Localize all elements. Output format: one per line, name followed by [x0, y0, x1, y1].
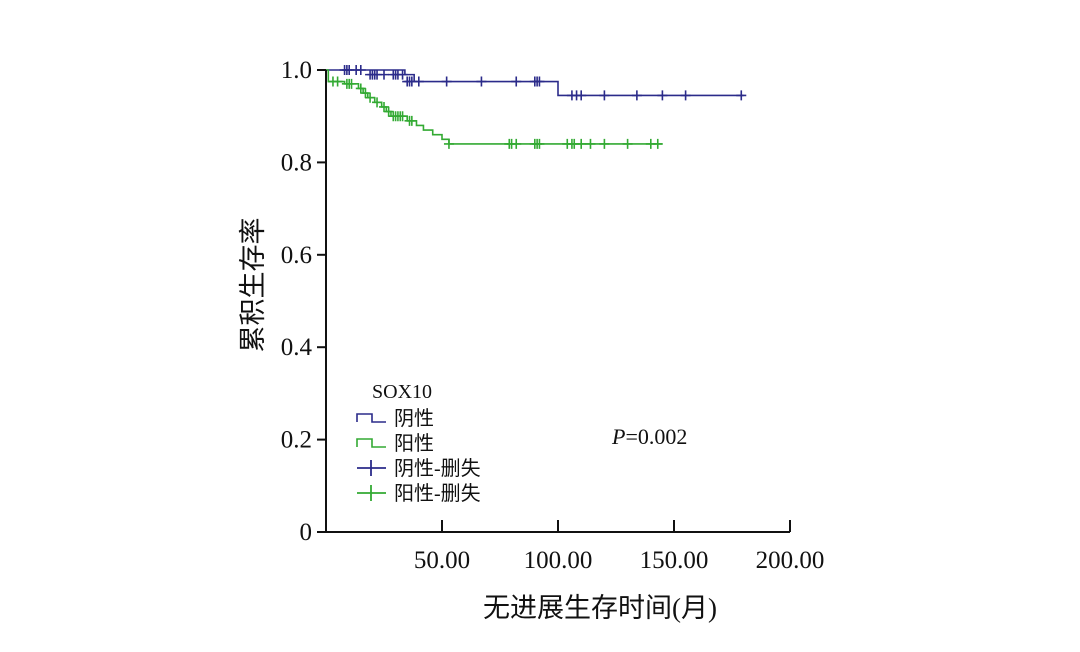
censor-mark-positive	[379, 101, 389, 112]
censor-mark-negative	[476, 76, 487, 87]
x-tick-label: 150.00	[640, 547, 709, 574]
censor-mark-negative	[599, 90, 610, 101]
censor-mark-negative	[657, 90, 668, 101]
legend-title: SOX10	[372, 381, 432, 403]
y-tick-label: 0.2	[281, 427, 312, 454]
censor-mark-positive	[622, 138, 633, 149]
censor-mark-positive	[372, 97, 383, 108]
p-value-text: =0.002	[625, 424, 687, 449]
x-tick-label: 200.00	[756, 547, 825, 574]
censor-mark-positive	[355, 83, 366, 94]
legend-label: 阴性	[394, 407, 434, 430]
y-tick-label: 0.8	[281, 149, 312, 176]
p-value-symbol: P	[611, 424, 625, 449]
censor-mark-positive	[511, 138, 522, 149]
x-axis-title: 无进展生存时间(月)	[483, 593, 717, 623]
censor-mark-negative	[355, 65, 366, 75]
censor-mark-positive	[585, 138, 596, 149]
censor-mark-negative	[631, 90, 642, 101]
censor-mark-positive	[346, 78, 357, 89]
censor-mark-positive	[397, 111, 408, 122]
legend-step-icon	[356, 413, 386, 423]
series-layer	[326, 65, 747, 149]
censor-mark-positive	[383, 106, 394, 117]
censor-mark-positive	[365, 92, 376, 103]
p-value-annotation: P=0.002	[611, 424, 687, 449]
y-axis-title: 累积生存率	[238, 218, 268, 353]
censor-mark-negative	[534, 76, 545, 87]
legend-label: 阴性-删失	[394, 457, 481, 480]
x-tick-label: 50.00	[414, 547, 470, 574]
censor-mark-negative	[413, 76, 424, 87]
y-tick-label: 0	[300, 519, 313, 546]
censor-mark-positive	[360, 88, 371, 99]
censor-mark-negative	[397, 69, 408, 80]
censor-mark-negative	[680, 90, 691, 101]
x-tick-label: 100.00	[524, 547, 593, 574]
y-tick-label: 0.6	[281, 242, 312, 269]
legend-censor-icon	[357, 485, 386, 501]
censor-mark-positive	[332, 76, 343, 87]
legend-label: 阳性-删失	[394, 482, 481, 505]
km-curve-positive	[326, 69, 663, 145]
censor-mark-negative	[511, 76, 522, 87]
y-tick-label: 1.0	[281, 57, 312, 84]
censor-mark-negative	[576, 90, 587, 101]
censor-mark-positive	[652, 138, 663, 149]
censor-mark-negative	[379, 69, 389, 80]
censor-mark-positive	[406, 115, 417, 126]
censor-mark-negative	[441, 76, 452, 87]
legend-censor-icon	[357, 460, 386, 476]
legend-label: 阳性	[394, 432, 434, 455]
ticks: 0 0.2 0.4 0.6 0.8 1.0 50.00 100.00 150.00 200.00	[281, 57, 825, 574]
legend-step-icon	[356, 438, 386, 448]
censor-mark-positive	[576, 138, 587, 149]
censor-mark-positive	[443, 138, 454, 149]
censor-mark-negative	[736, 90, 747, 101]
censor-mark-positive	[599, 138, 610, 149]
censor-mark-positive	[534, 138, 545, 149]
y-tick-label: 0.4	[281, 334, 313, 361]
